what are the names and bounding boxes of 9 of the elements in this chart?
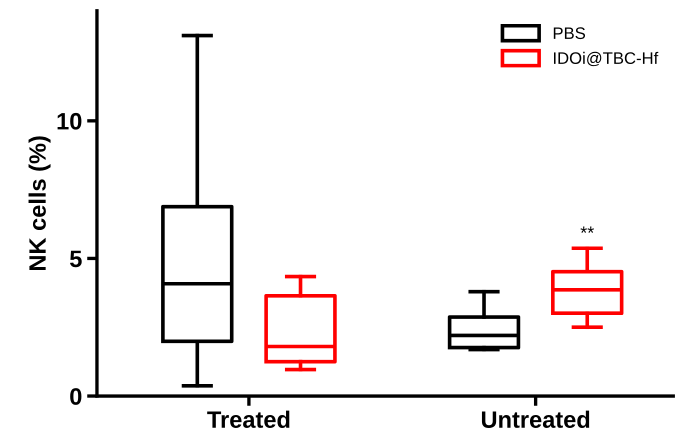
y-tick-label: 0 — [70, 388, 82, 405]
x-tick-label: Untreated — [482, 410, 590, 428]
x-tick-label: Treated — [207, 410, 290, 428]
legend-label: PBS — [554, 27, 586, 40]
y-tick-label: 10 — [58, 112, 82, 130]
y-axis-title: NK cells (%) — [28, 136, 51, 270]
legend-label: IDOi@TBC-Hf — [554, 52, 658, 66]
y-tick-label: 5 — [70, 250, 82, 268]
annotation: ** — [580, 226, 594, 233]
